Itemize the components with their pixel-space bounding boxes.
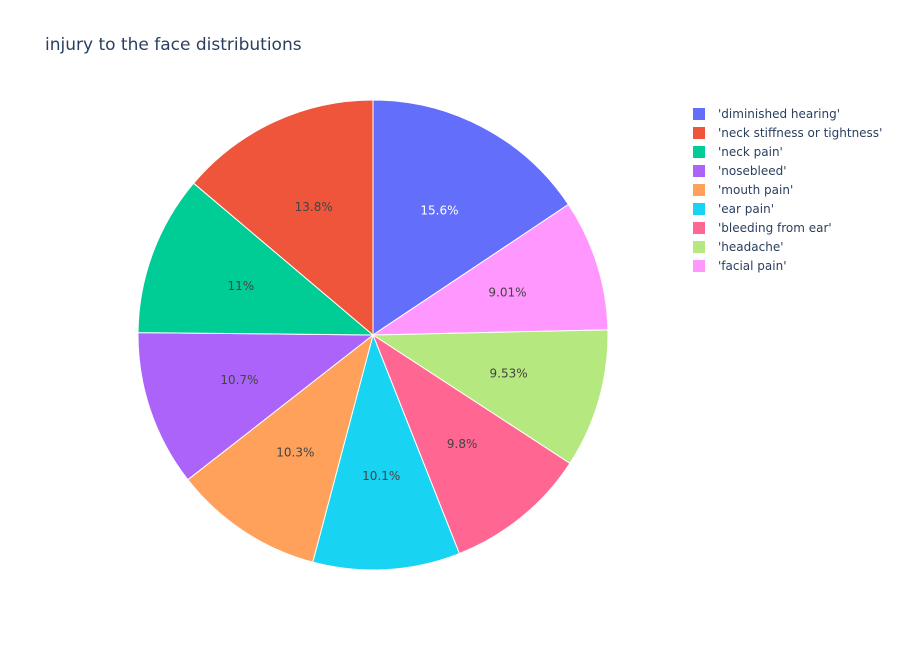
legend-label: 'mouth pain' xyxy=(718,183,793,197)
legend-item[interactable]: 'diminished hearing' xyxy=(693,107,840,121)
pie-slice xyxy=(371,329,609,465)
slice-percent-label: 15.6% xyxy=(420,204,458,218)
pie-slice xyxy=(371,203,609,336)
pie-slice xyxy=(137,182,375,336)
pie-slice xyxy=(187,333,374,563)
legend-item[interactable]: 'ear pain' xyxy=(693,202,774,216)
legend-item[interactable]: 'bleeding from ear' xyxy=(693,221,832,235)
pie-slice xyxy=(371,333,571,555)
pie-slice-labels: 15.6% 9.01% 9.53% 9.8% 10.1% 10.3% 10.7% 11% 13.… xyxy=(220,200,527,483)
legend-label: 'bleeding from ear' xyxy=(718,221,832,235)
legend-swatch xyxy=(693,165,705,177)
legend-item[interactable]: 'mouth pain' xyxy=(693,183,793,197)
legend-label: 'neck stiffness or tightness' xyxy=(718,126,882,140)
legend-swatch xyxy=(693,203,705,215)
legend-label: 'neck pain' xyxy=(718,145,783,159)
slice-percent-label: 11% xyxy=(228,279,255,293)
slice-percent-label: 10.1% xyxy=(362,469,400,483)
legend-swatch xyxy=(693,222,705,234)
legend-label: 'facial pain' xyxy=(718,259,787,273)
legend-item[interactable]: 'facial pain' xyxy=(693,259,787,273)
legend-swatch xyxy=(693,184,705,196)
legend-item[interactable]: 'neck pain' xyxy=(693,145,783,159)
pie-slice xyxy=(312,333,461,571)
pie-slice xyxy=(137,332,375,481)
legend: 'diminished hearing' 'neck stiffness or t… xyxy=(693,107,882,273)
legend-swatch xyxy=(693,260,705,272)
legend-label: 'nosebleed' xyxy=(718,164,787,178)
legend-item[interactable]: 'neck stiffness or tightness' xyxy=(693,126,882,140)
legend-label: 'headache' xyxy=(718,240,784,254)
slice-percent-label: 9.01% xyxy=(488,286,526,300)
legend-item[interactable]: 'nosebleed' xyxy=(693,164,787,178)
pie-slice xyxy=(372,99,570,336)
slice-percent-label: 10.3% xyxy=(276,446,314,460)
legend-label: 'ear pain' xyxy=(718,202,774,216)
legend-swatch xyxy=(693,108,705,120)
pie-slice xyxy=(192,99,374,337)
legend-swatch xyxy=(693,146,705,158)
legend-swatch xyxy=(693,241,705,253)
slice-percent-label: 13.8% xyxy=(295,200,333,214)
pie-slices xyxy=(137,99,609,571)
slice-percent-label: 9.53% xyxy=(490,367,528,381)
legend-swatch xyxy=(693,127,705,139)
chart-title: injury to the face distributions xyxy=(45,35,302,55)
slice-percent-label: 9.8% xyxy=(447,437,478,451)
legend-item[interactable]: 'headache' xyxy=(693,240,784,254)
slice-percent-label: 10.7% xyxy=(220,373,258,387)
legend-label: 'diminished hearing' xyxy=(718,107,840,121)
